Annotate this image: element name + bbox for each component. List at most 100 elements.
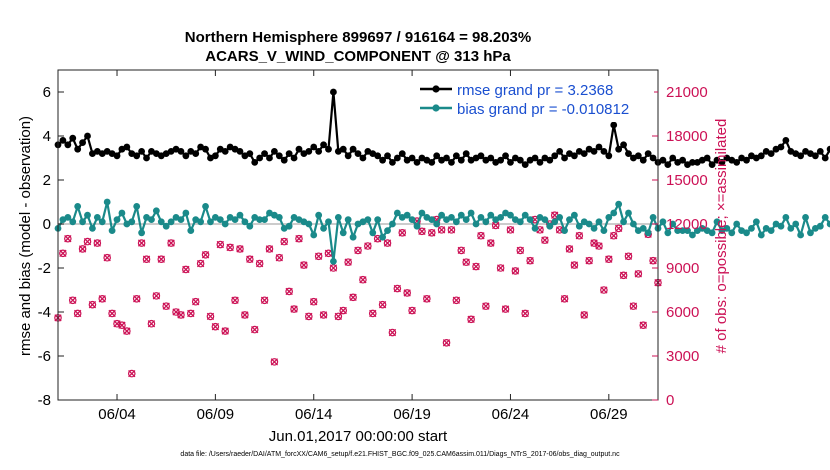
rmse-point bbox=[393, 154, 401, 162]
rmse-point bbox=[570, 152, 578, 160]
obs-assimilated-point bbox=[354, 246, 362, 255]
obs-assimilated-point bbox=[437, 226, 446, 234]
bias-point bbox=[221, 220, 229, 228]
obs-possible-point bbox=[73, 309, 82, 318]
obs-possible-point bbox=[250, 325, 259, 334]
right-y-tick-label: 15000 bbox=[666, 172, 708, 189]
obs-assimilated-point bbox=[83, 237, 92, 246]
bias-point bbox=[246, 222, 254, 230]
rmse-point bbox=[448, 159, 455, 166]
obs-possible-point bbox=[108, 309, 116, 318]
rmse-point bbox=[275, 152, 283, 160]
obs-possible-point bbox=[595, 242, 603, 250]
rmse-point bbox=[398, 150, 406, 158]
obs-assimilated-point bbox=[231, 296, 239, 304]
obs-assimilated-point bbox=[108, 309, 116, 318]
obs-possible-point bbox=[157, 255, 166, 264]
rmse-point bbox=[536, 159, 544, 166]
plot-background bbox=[58, 70, 658, 400]
obs-assimilated-point bbox=[492, 221, 500, 230]
obs-possible-point bbox=[182, 265, 190, 274]
rmse-point bbox=[556, 148, 564, 155]
obs-assimilated-point bbox=[280, 237, 288, 246]
obs-possible-point bbox=[423, 294, 431, 303]
obs-possible-point bbox=[147, 319, 156, 328]
rmse-point bbox=[452, 152, 460, 160]
obs-assimilated-point bbox=[69, 296, 77, 304]
right-y-tick-label: 9000 bbox=[666, 260, 699, 277]
obs-assimilated-point bbox=[285, 287, 293, 296]
left-y-tick-label: 0 bbox=[43, 216, 51, 233]
rmse-series bbox=[54, 88, 830, 169]
obs-possible-point bbox=[241, 311, 249, 319]
rmse-point bbox=[113, 152, 121, 160]
rmse-point bbox=[428, 159, 436, 166]
obs-possible-point bbox=[364, 242, 372, 250]
obs-assimilated-point bbox=[634, 270, 642, 278]
bias-point bbox=[472, 220, 480, 228]
bias-point bbox=[462, 216, 470, 224]
obs-assimilated-point bbox=[496, 264, 505, 272]
obs-possible-point bbox=[403, 289, 411, 297]
obs-possible-point bbox=[398, 229, 407, 237]
rmse-point bbox=[718, 159, 726, 166]
bias-point bbox=[408, 216, 416, 224]
obs-possible-point bbox=[600, 286, 608, 294]
rmse-point bbox=[138, 148, 146, 155]
bias-point bbox=[148, 216, 155, 224]
obs-possible-point bbox=[295, 234, 303, 243]
bias-point bbox=[177, 216, 185, 224]
obs-assimilated-point bbox=[93, 239, 102, 247]
obs-possible-point bbox=[123, 327, 131, 335]
rmse-point bbox=[797, 152, 805, 160]
obs-possible-point bbox=[118, 321, 126, 330]
rmse-point bbox=[605, 152, 613, 160]
bias-point bbox=[521, 211, 529, 219]
rmse-point bbox=[433, 152, 441, 160]
obs-possible-point bbox=[191, 297, 200, 306]
obs-assimilated-point bbox=[595, 242, 603, 250]
obs-assimilated-point bbox=[103, 254, 111, 262]
obs-assimilated-point bbox=[201, 251, 210, 259]
bias-point bbox=[113, 216, 121, 224]
rmse-point bbox=[295, 145, 303, 153]
rmse-point bbox=[251, 159, 259, 166]
obs-possible-point bbox=[521, 309, 530, 318]
bias-point bbox=[84, 211, 91, 219]
bias-point bbox=[590, 225, 598, 232]
left-y-tick-label: 6 bbox=[43, 84, 51, 101]
bias-point bbox=[615, 200, 623, 208]
obs-assimilated-point bbox=[305, 312, 313, 321]
chart-title-line2: ACARS_V_WIND_COMPONENT @ 313 hPa bbox=[205, 48, 511, 65]
obs-assimilated-point bbox=[344, 258, 352, 266]
bias-point bbox=[600, 227, 608, 235]
obs-possible-point bbox=[265, 245, 274, 253]
obs-possible-point bbox=[427, 229, 436, 237]
rmse-point bbox=[551, 152, 559, 160]
obs-possible-point bbox=[506, 226, 515, 234]
obs-count-series bbox=[54, 211, 662, 378]
obs-assimilated-point bbox=[324, 249, 333, 257]
obs-possible-point bbox=[236, 245, 244, 253]
obs-assimilated-point bbox=[74, 309, 82, 318]
rmse-point bbox=[590, 148, 598, 155]
bias-point bbox=[433, 220, 441, 228]
bias-point bbox=[551, 218, 559, 226]
rmse-point bbox=[133, 152, 141, 160]
rmse-point bbox=[595, 143, 603, 151]
x-tick-label: 06/04 bbox=[98, 406, 136, 423]
obs-possible-point bbox=[221, 327, 230, 335]
obs-possible-point bbox=[78, 245, 87, 253]
bias-point bbox=[644, 229, 652, 237]
obs-assimilated-point bbox=[403, 289, 411, 297]
obs-assimilated-point bbox=[241, 311, 249, 319]
obs-assimilated-point bbox=[88, 301, 97, 309]
obs-assimilated-point bbox=[349, 293, 357, 301]
obs-possible-point bbox=[585, 256, 593, 265]
bias-point bbox=[389, 220, 396, 228]
bias-point bbox=[310, 231, 318, 239]
rmse-point bbox=[325, 145, 332, 153]
obs-assimilated-point bbox=[78, 245, 87, 253]
obs-possible-point bbox=[201, 251, 210, 259]
